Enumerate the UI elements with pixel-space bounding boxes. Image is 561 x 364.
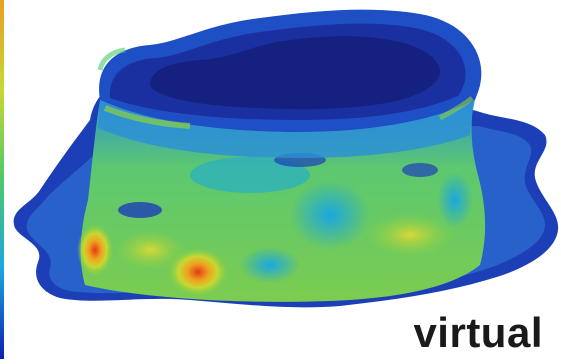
- colorbar-strip: [0, 0, 4, 359]
- caption-label: virtual: [413, 309, 543, 356]
- scale-bar-icon: [0, 0, 4, 359]
